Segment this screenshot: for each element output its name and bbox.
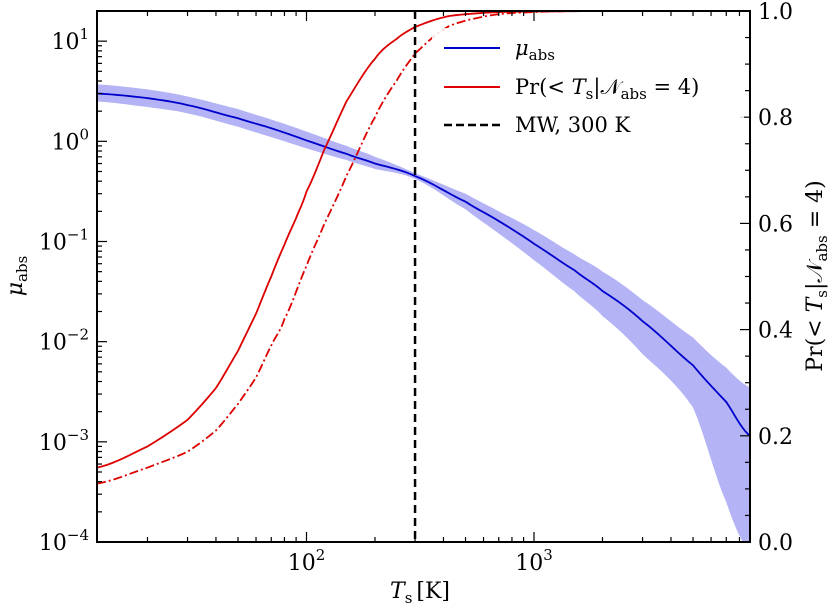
pr-solid-line: [97, 11, 750, 469]
y-left-tick-label: 10−2: [39, 326, 89, 356]
y-left-tick-label: 10−3: [39, 426, 89, 456]
y-right-tick-label: 0.0: [758, 531, 793, 556]
y-left-tick-label: 10−4: [39, 526, 89, 556]
ticks: [97, 10, 750, 543]
y-left-tick-label: 100: [51, 125, 89, 155]
legend-label-mw: MW, 300 K: [515, 113, 631, 137]
legend-label-pr: Pr(< Ts|𝒩abs = 4): [515, 75, 699, 103]
legend-label-mu-abs: μabs: [515, 36, 555, 64]
y-left-tick-label: 10−1: [39, 225, 89, 255]
y-left-tick-label: 101: [51, 25, 89, 55]
y-right-axis-label: Pr(< Ts|𝒩abs = 4): [803, 180, 831, 371]
x-tick-label: 103: [515, 546, 553, 576]
mu-abs-uncertainty-band: [97, 84, 750, 542]
tick-labels: 102 103 10−4 10−3 10−2 10−1 100 101 0.0 0.2 0.4 0.6…: [39, 0, 793, 576]
x-tick-label: 102: [288, 546, 326, 576]
y-right-tick-label: 0.8: [758, 106, 793, 131]
y-left-axis-label: μabs: [3, 256, 31, 297]
legend: μabs Pr(< Ts|𝒩abs = 4) MW, 300 K: [432, 28, 744, 148]
y-right-tick-label: 0.6: [758, 212, 793, 237]
pr-dashdot-line: [97, 11, 750, 485]
x-axis-label: Ts [K]: [390, 579, 450, 607]
y-right-tick-label: 0.2: [758, 425, 793, 450]
y-right-tick-label: 0.4: [758, 319, 793, 344]
plot-area: [97, 11, 750, 542]
mu-abs-line: [97, 92, 750, 437]
y-right-tick-label: 1.0: [758, 0, 793, 25]
